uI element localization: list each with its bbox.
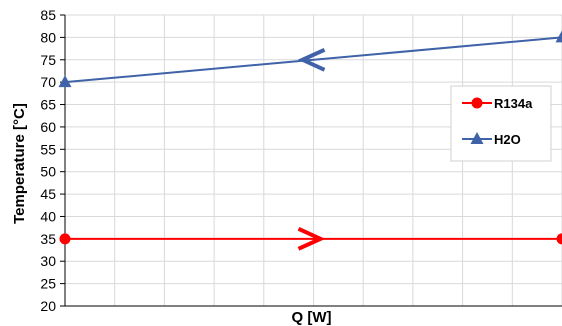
series-marker-r134a [60,233,71,244]
y-tick-label: 30 [40,253,56,269]
legend-label-r134a: R134a [494,96,533,111]
series-marker-h2o [556,30,562,42]
y-tick-label: 45 [40,186,56,202]
y-tick-label: 70 [40,74,56,90]
y-tick-label: 20 [40,298,56,314]
x-axis-title: Q [W] [292,309,332,326]
series-marker-r134a [557,233,562,244]
legend-swatch-marker-r134a [472,98,483,109]
legend-label-h2o: H2O [494,132,521,147]
y-axis-title: Temperature [°C] [11,103,28,224]
y-tick-label: 35 [40,231,56,247]
y-tick-label: 85 [40,7,56,23]
y-tick-label: 40 [40,208,56,224]
y-axis-ticks: 20 25 30 35 40 45 50 55 60 65 70 75 80 85 [40,7,65,314]
y-tick-label: 50 [40,164,56,180]
y-tick-label: 60 [40,119,56,135]
legend: R134a H2O [451,86,551,161]
y-tick-label: 80 [40,29,56,45]
y-tick-label: 55 [40,141,56,157]
y-tick-label: 25 [40,276,56,292]
y-tick-label: 65 [40,97,56,113]
y-tick-label: 75 [40,52,56,68]
